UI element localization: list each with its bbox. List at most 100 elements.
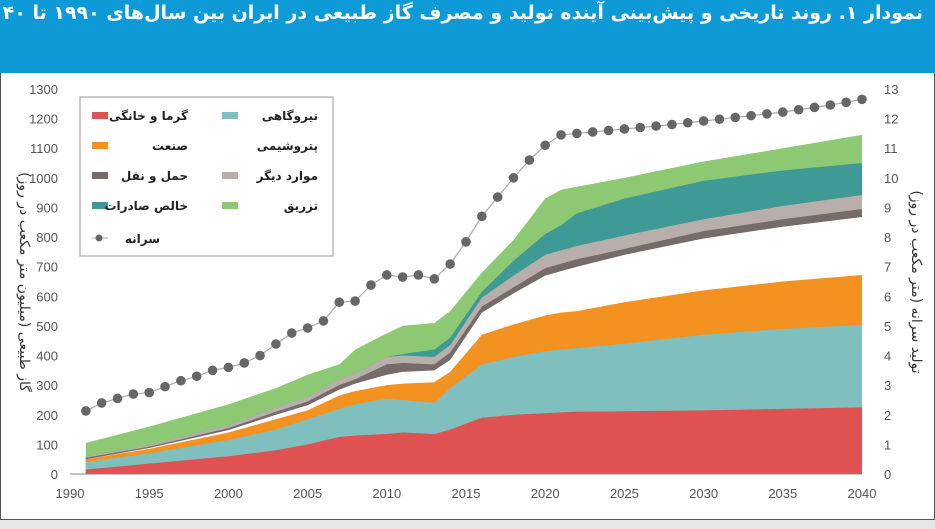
legend-swatch	[92, 142, 108, 149]
per-capita-point	[382, 270, 392, 280]
per-capita-point	[508, 173, 519, 183]
legend-swatch	[92, 172, 108, 179]
y2-tick-label: 4	[884, 349, 891, 364]
per-capita-point	[461, 237, 471, 247]
per-capita-point	[112, 393, 123, 404]
per-capita-point	[477, 211, 487, 222]
per-capita-point	[825, 100, 836, 110]
per-capita-point	[587, 127, 598, 137]
x-tick-label: 2040	[848, 486, 877, 501]
y2-axis-label: تولید سرانه (متر مکعب در روز)	[908, 190, 924, 373]
y2-tick-label: 3	[884, 378, 891, 393]
y-tick-label: 500	[36, 319, 58, 334]
y-tick-label: 200	[36, 408, 58, 423]
per-capita-point	[651, 121, 661, 131]
legend-label: موارد دیگر	[256, 169, 318, 184]
per-capita-point	[429, 274, 440, 284]
x-tick-label: 2005	[293, 486, 322, 501]
legend-label: نیروگاهی	[262, 109, 318, 124]
per-capita-point	[302, 323, 313, 333]
legend-label: گرما و خانگی	[109, 109, 188, 124]
x-tick-label: 2010	[372, 486, 401, 501]
per-capita-point	[778, 107, 788, 117]
per-capita-point	[318, 316, 329, 326]
per-capita-point	[334, 297, 345, 308]
per-capita-point	[714, 114, 725, 125]
y2-tick-label: 6	[884, 289, 891, 304]
legend-dot-icon	[95, 234, 103, 242]
x-tick-label: 2015	[452, 486, 481, 501]
y2-tick-label: 13	[884, 82, 898, 97]
per-capita-point	[635, 122, 646, 133]
y2-tick-label: 1	[884, 437, 891, 452]
per-capita-point	[762, 109, 772, 119]
per-capita-point	[160, 381, 170, 392]
per-capita-point	[524, 155, 535, 165]
y2-tick-label: 0	[884, 467, 891, 482]
per-capita-point	[81, 406, 91, 416]
axes: 1990 1995 2000 2005 2010 2015 2020 2025 2030 2035…	[29, 82, 898, 501]
y-tick-label: 900	[36, 200, 58, 215]
legend-box	[79, 96, 334, 257]
per-capita-point	[255, 350, 265, 361]
y2-tick-label: 9	[884, 200, 891, 215]
stacked-areas	[85, 134, 863, 475]
x-tick-label: 2000	[214, 486, 243, 501]
per-capita-point	[698, 116, 709, 126]
y2-tick-label: 2	[884, 408, 891, 423]
legend-label: سرانه	[125, 232, 160, 246]
y2-tick-label: 10	[884, 171, 898, 186]
y-axis-label: گاز طبیعی (میلیون متر مکعب در روز)	[16, 172, 33, 392]
per-capita-point	[667, 119, 677, 130]
per-capita-point	[492, 192, 503, 202]
per-capita-point	[540, 140, 550, 151]
per-capita-point	[682, 117, 693, 128]
per-capita-point	[176, 375, 186, 386]
per-capita-point	[603, 125, 614, 136]
y-tick-label: 600	[36, 289, 58, 304]
per-capita-point	[223, 362, 234, 373]
x-tick-label: 2030	[689, 486, 718, 501]
per-capita-point	[619, 124, 630, 134]
legend-swatch	[222, 112, 238, 119]
per-capita-point	[350, 296, 360, 306]
y-tick-label: 1100	[30, 141, 58, 156]
title-banner: نمودار ۱. روند تاریخی و پیش‌بینی آینده ت…	[0, 0, 935, 73]
legend-swatch	[92, 112, 108, 119]
y-tick-label: 1000	[29, 171, 58, 186]
per-capita-point	[857, 94, 867, 105]
per-capita-point	[397, 272, 408, 282]
y2-tick-label: 5	[884, 319, 891, 334]
per-capita-point	[730, 112, 741, 123]
x-tick-label: 1995	[135, 486, 164, 501]
per-capita-point	[556, 130, 566, 140]
legend-label: خالص صادرات	[104, 199, 188, 213]
legend-swatch	[222, 202, 238, 209]
per-capita-point	[793, 104, 804, 115]
per-capita-point	[191, 371, 202, 382]
per-capita-point	[239, 358, 250, 368]
per-capita-point	[366, 280, 376, 290]
y-tick-label: 300	[36, 378, 58, 393]
y-tick-label: 1300	[29, 82, 58, 97]
per-capita-point	[809, 102, 820, 113]
legend: گرما و خانگی نیروگاهی صنعت پتروشیمی حمل و نق…	[79, 96, 334, 257]
y-tick-label: 0	[51, 467, 58, 482]
y2-tick-label: 12	[884, 112, 898, 127]
y2-tick-label: 7	[884, 260, 891, 275]
per-capita-point	[207, 365, 218, 376]
legend-label: حمل و نقل	[121, 169, 188, 184]
per-capita-series	[81, 94, 867, 416]
y-tick-label: 800	[36, 230, 58, 245]
chart-title: نمودار ۱. روند تاریخی و پیش‌بینی آینده ت…	[0, 2, 923, 24]
per-capita-point	[841, 97, 851, 108]
per-capita-point	[271, 339, 281, 349]
y2-tick-label: 11	[884, 141, 898, 156]
per-capita-point	[128, 389, 139, 399]
per-capita-point	[746, 110, 756, 121]
x-tick-label: 1990	[56, 486, 85, 501]
y-tick-label: 1200	[29, 112, 58, 127]
per-capita-point	[144, 387, 154, 398]
area-0	[85, 407, 863, 474]
